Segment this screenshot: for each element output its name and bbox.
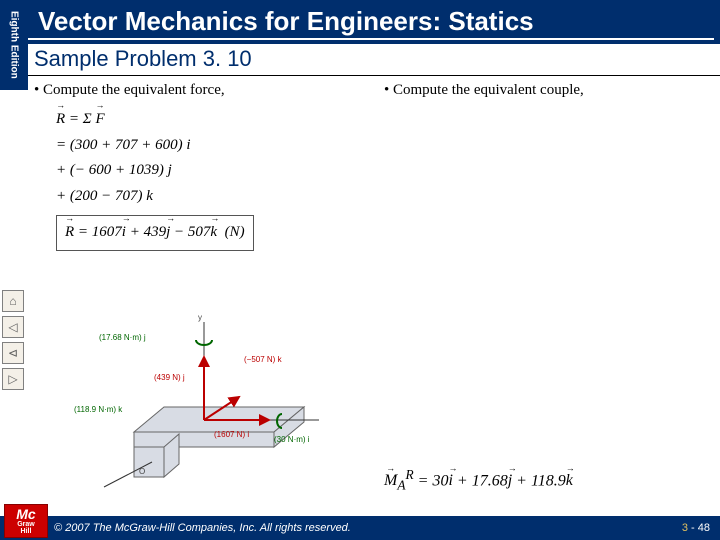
left-bullet: • Compute the equivalent force, [34,82,364,99]
publisher-logo: Mc Graw Hill [4,504,48,538]
left-column: • Compute the equivalent force, R = Σ F … [34,82,364,251]
label-fx: (1607 N) i [214,430,249,439]
right-bullet: • Compute the equivalent couple, [384,82,704,99]
logo-line1: Mc [16,507,35,521]
plate-front [134,432,274,447]
slide-num: 48 [698,522,710,534]
right-result: MAR = 30 i + 17.68 j + 118.9 k [384,467,573,494]
eq-line: + (− 600 + 1039) j [56,158,364,184]
copyright: © 2007 The McGraw-Hill Companies, Inc. A… [54,522,351,534]
header-underline [28,38,714,40]
chapter-num: 3 [682,522,688,534]
y-axis-label: y [198,313,202,322]
prev-icon[interactable]: ◁ [2,316,24,338]
eq-line: R = Σ F [56,107,364,133]
left-result: R = 1607 i + 439 j − 507 k (N) [56,215,254,251]
footer: © 2007 The McGraw-Hill Companies, Inc. A… [0,516,720,540]
label-fy: (439 N) j [154,373,185,382]
label-mx: (30 N·m) i [274,435,310,444]
label-mbig: (118.9 N·m) k [74,405,123,414]
edition-tab: Eighth Edition [0,0,28,90]
origin-label: O [139,467,145,476]
next-icon[interactable]: ▷ [2,368,24,390]
logo-line3: Hill [21,528,32,535]
eq-line: + (200 − 707) k [56,184,364,210]
label-my: (17.68 N·m) j [99,333,146,342]
left-equations: R = Σ F = (300 + 707 + 600) i + (− 600 +… [34,107,364,251]
eq-line: = (300 + 707 + 600) i [56,133,364,159]
page-number: 3 - 48 [682,522,710,534]
label-mz: (−507 N) k [244,355,283,364]
right-column: • Compute the equivalent couple, [384,82,704,107]
force-diagram: y O (17.68 N·m) j (−507 N) k (439 N) j (… [64,302,344,492]
header-bar: Vector Mechanics for Engineers: Statics [28,0,720,44]
subheader: Sample Problem 3. 10 [28,44,720,76]
back-icon[interactable]: ⊲ [2,342,24,364]
nav-icons: ⌂ ◁ ⊲ ▷ [2,290,26,390]
home-icon[interactable]: ⌂ [2,290,24,312]
header-title: Vector Mechanics for Engineers: Statics [38,6,534,36]
content: • Compute the equivalent force, R = Σ F … [34,82,712,512]
logo-line2: Graw [17,521,35,528]
